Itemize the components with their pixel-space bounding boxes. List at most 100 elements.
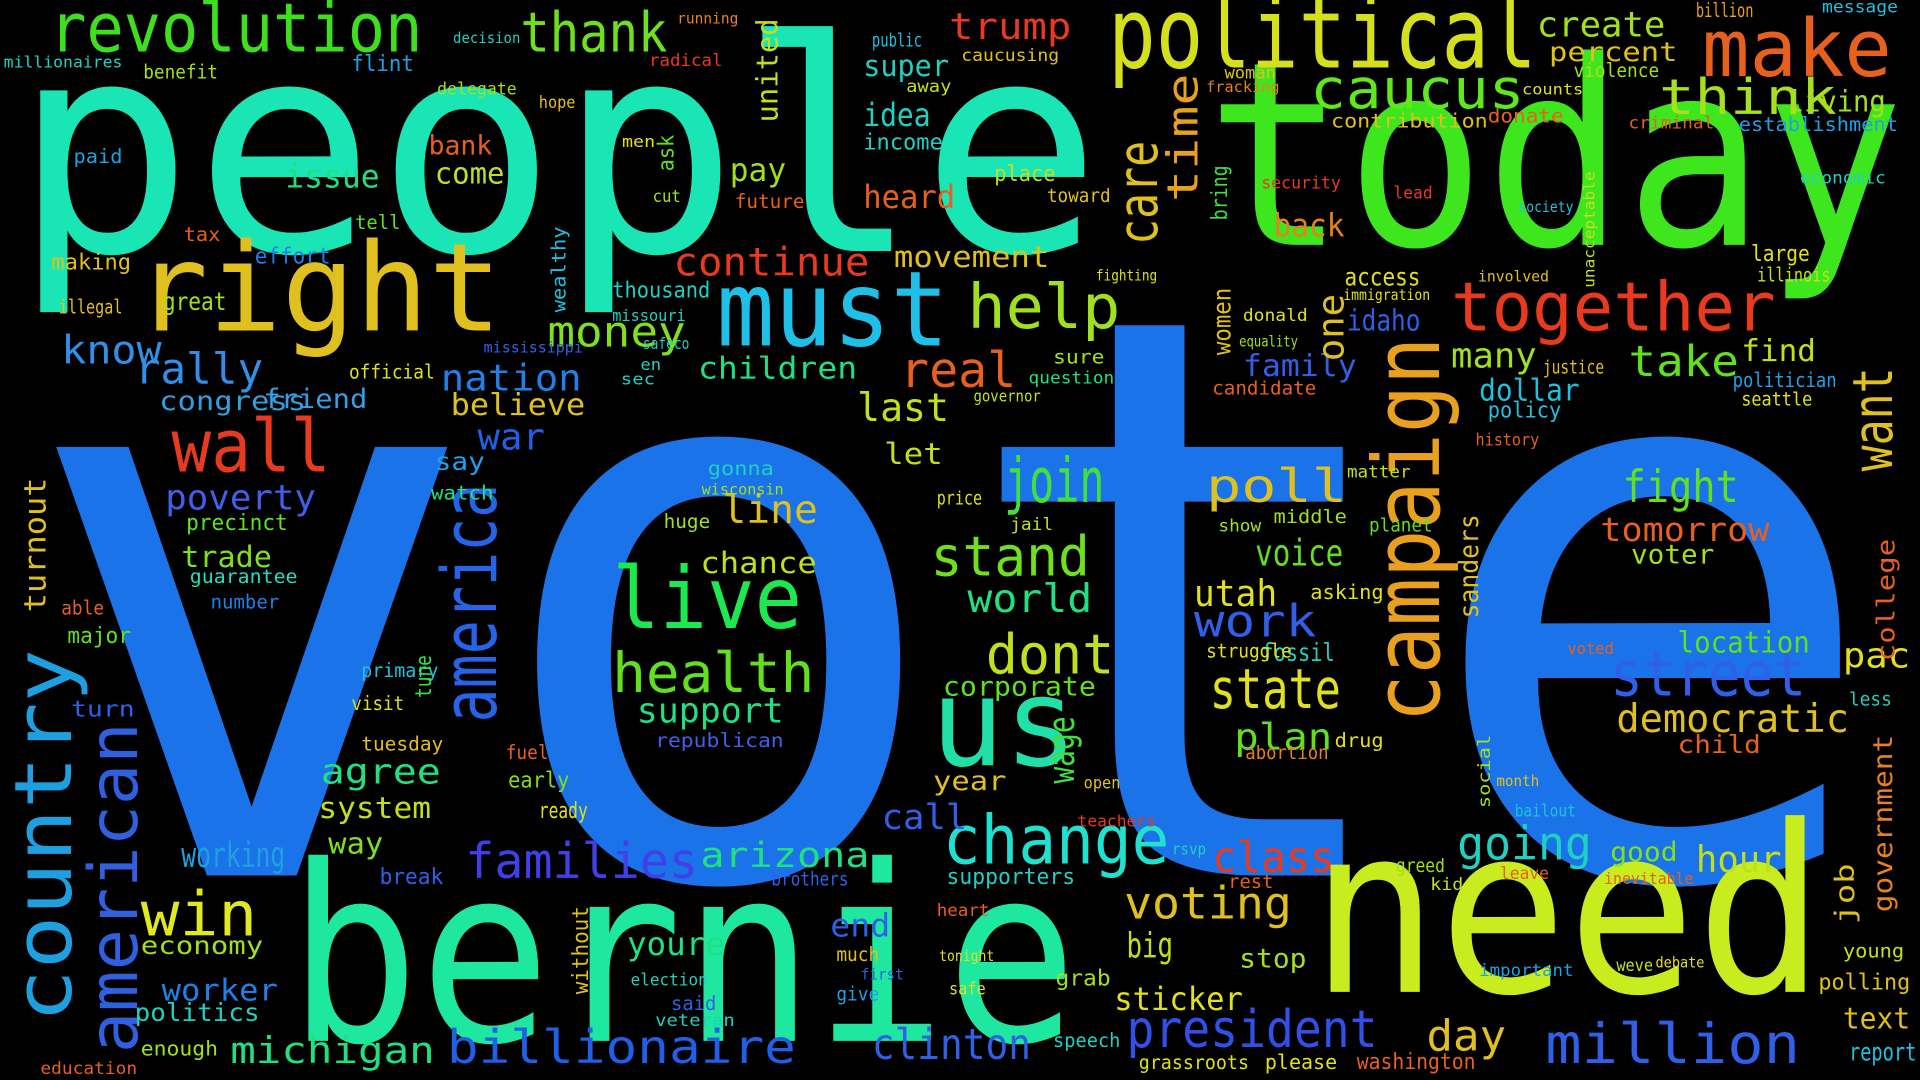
cloud-word: able [61,597,104,620]
cloud-word: immigration [1343,287,1430,304]
cloud-word: year [933,766,1006,797]
cloud-word: want [1841,367,1905,471]
cloud-word: call [882,798,968,838]
cloud-word: living [1788,84,1886,118]
cloud-word: idaho [1347,304,1420,338]
cloud-word: tax [184,223,221,246]
cloud-word: support [637,691,784,731]
cloud-word: tell [355,211,400,234]
cloud-word: idea [863,96,930,134]
cloud-word: fuel [506,741,549,764]
cloud-word: illegal [59,295,123,318]
cloud-word: create [1537,6,1666,46]
cloud-word: politics [135,998,260,1027]
cloud-word: grab [1056,967,1111,992]
cloud-word: win [141,880,257,951]
cloud-word: huge [664,510,711,533]
cloud-word: illinois [1757,264,1830,287]
cloud-word: turnout [18,478,53,613]
cloud-word: speech [1053,1029,1120,1052]
cloud-word: issue [285,157,379,195]
cloud-word: american [74,722,153,1053]
cloud-word: sec [621,369,655,388]
cloud-word: rally [135,344,264,394]
cloud-word: congress [159,386,306,417]
cloud-word: teachers [1078,812,1156,831]
cloud-word: report [1849,1037,1916,1066]
cloud-word: less [1849,689,1892,710]
cloud-word: system [318,791,431,825]
cloud-word: wage [1040,716,1083,783]
cloud-word: greed [1396,856,1445,877]
cloud-word: dollar [1479,373,1579,408]
cloud-word: drug [1335,729,1384,752]
cloud-word: going [1457,817,1592,871]
cloud-word: early [508,768,569,793]
cloud-word: fighting [1096,267,1157,284]
cloud-word: much [836,943,879,966]
cloud-word: debate [1656,954,1705,971]
cloud-word: veteran [655,1011,735,1031]
cloud-word: make [1702,2,1892,95]
cloud-word: political [1108,0,1537,91]
cloud-word: together [1451,268,1775,347]
cloud-word: involved [1478,269,1549,286]
cloud-word: planet [1369,515,1433,536]
cloud-word: war [478,415,545,458]
cloud-word: great [163,287,227,316]
cloud-word: equality [1239,334,1298,351]
cloud-word: politician [1733,368,1837,392]
cloud-word: heart [937,901,990,921]
cloud-word: big [1127,927,1174,967]
cloud-word: precinct [186,511,288,536]
cloud-word: asking [1310,580,1383,604]
cloud-word: percent [1549,37,1678,68]
cloud-word: governor [973,387,1040,406]
cloud-word: effort [255,244,331,269]
cloud-word: nation [441,357,582,400]
cloud-word: unacceptable [1581,171,1598,287]
cloud-word: children [698,351,857,386]
cloud-word: large [1751,242,1810,267]
cloud-word: family [1243,349,1357,384]
cloud-word: security [1261,174,1341,194]
cloud-word: watch [431,482,493,505]
cloud-word: hope [539,93,576,113]
cloud-word: million [1545,1012,1800,1076]
cloud-word: must [716,248,949,370]
cloud-word: health [612,641,814,705]
cloud-word: right [135,217,502,360]
cloud-word: stand [931,525,1090,589]
cloud-word: world [967,577,1092,622]
cloud-word: cut [653,187,681,207]
cloud-word: matter [1347,463,1411,483]
cloud-word: men [622,132,655,151]
cloud-word: caucusing [961,46,1059,66]
cloud-word: plan [1234,715,1332,758]
cloud-word: super [863,49,949,83]
cloud-word: donate [1488,104,1564,127]
cloud-word: sure [1053,346,1104,369]
cloud-word: sanders [1454,514,1485,618]
cloud-word: campaign [1354,337,1461,723]
cloud-word: struggle [1206,640,1292,663]
cloud-word: families [465,833,698,890]
cloud-word: stop [1239,943,1306,974]
cloud-word: bring [1208,165,1233,220]
cloud-word: tune [412,655,437,698]
cloud-word: safe [949,979,986,999]
cloud-word: agree [321,753,441,793]
cloud-word: say [435,447,485,476]
cloud-word: grassroots [1139,1051,1249,1074]
cloud-word: criminal [1629,114,1715,134]
cloud-word: class [1212,833,1334,883]
cloud-word: let [884,437,943,471]
cloud-word: brothers [771,867,848,890]
cloud-word: education [40,1059,137,1079]
cloud-word: today [1206,6,1904,306]
cloud-word: inevitable [1604,869,1693,888]
cloud-word: fossil [1261,638,1334,667]
cloud-word: need [1310,776,1824,1047]
